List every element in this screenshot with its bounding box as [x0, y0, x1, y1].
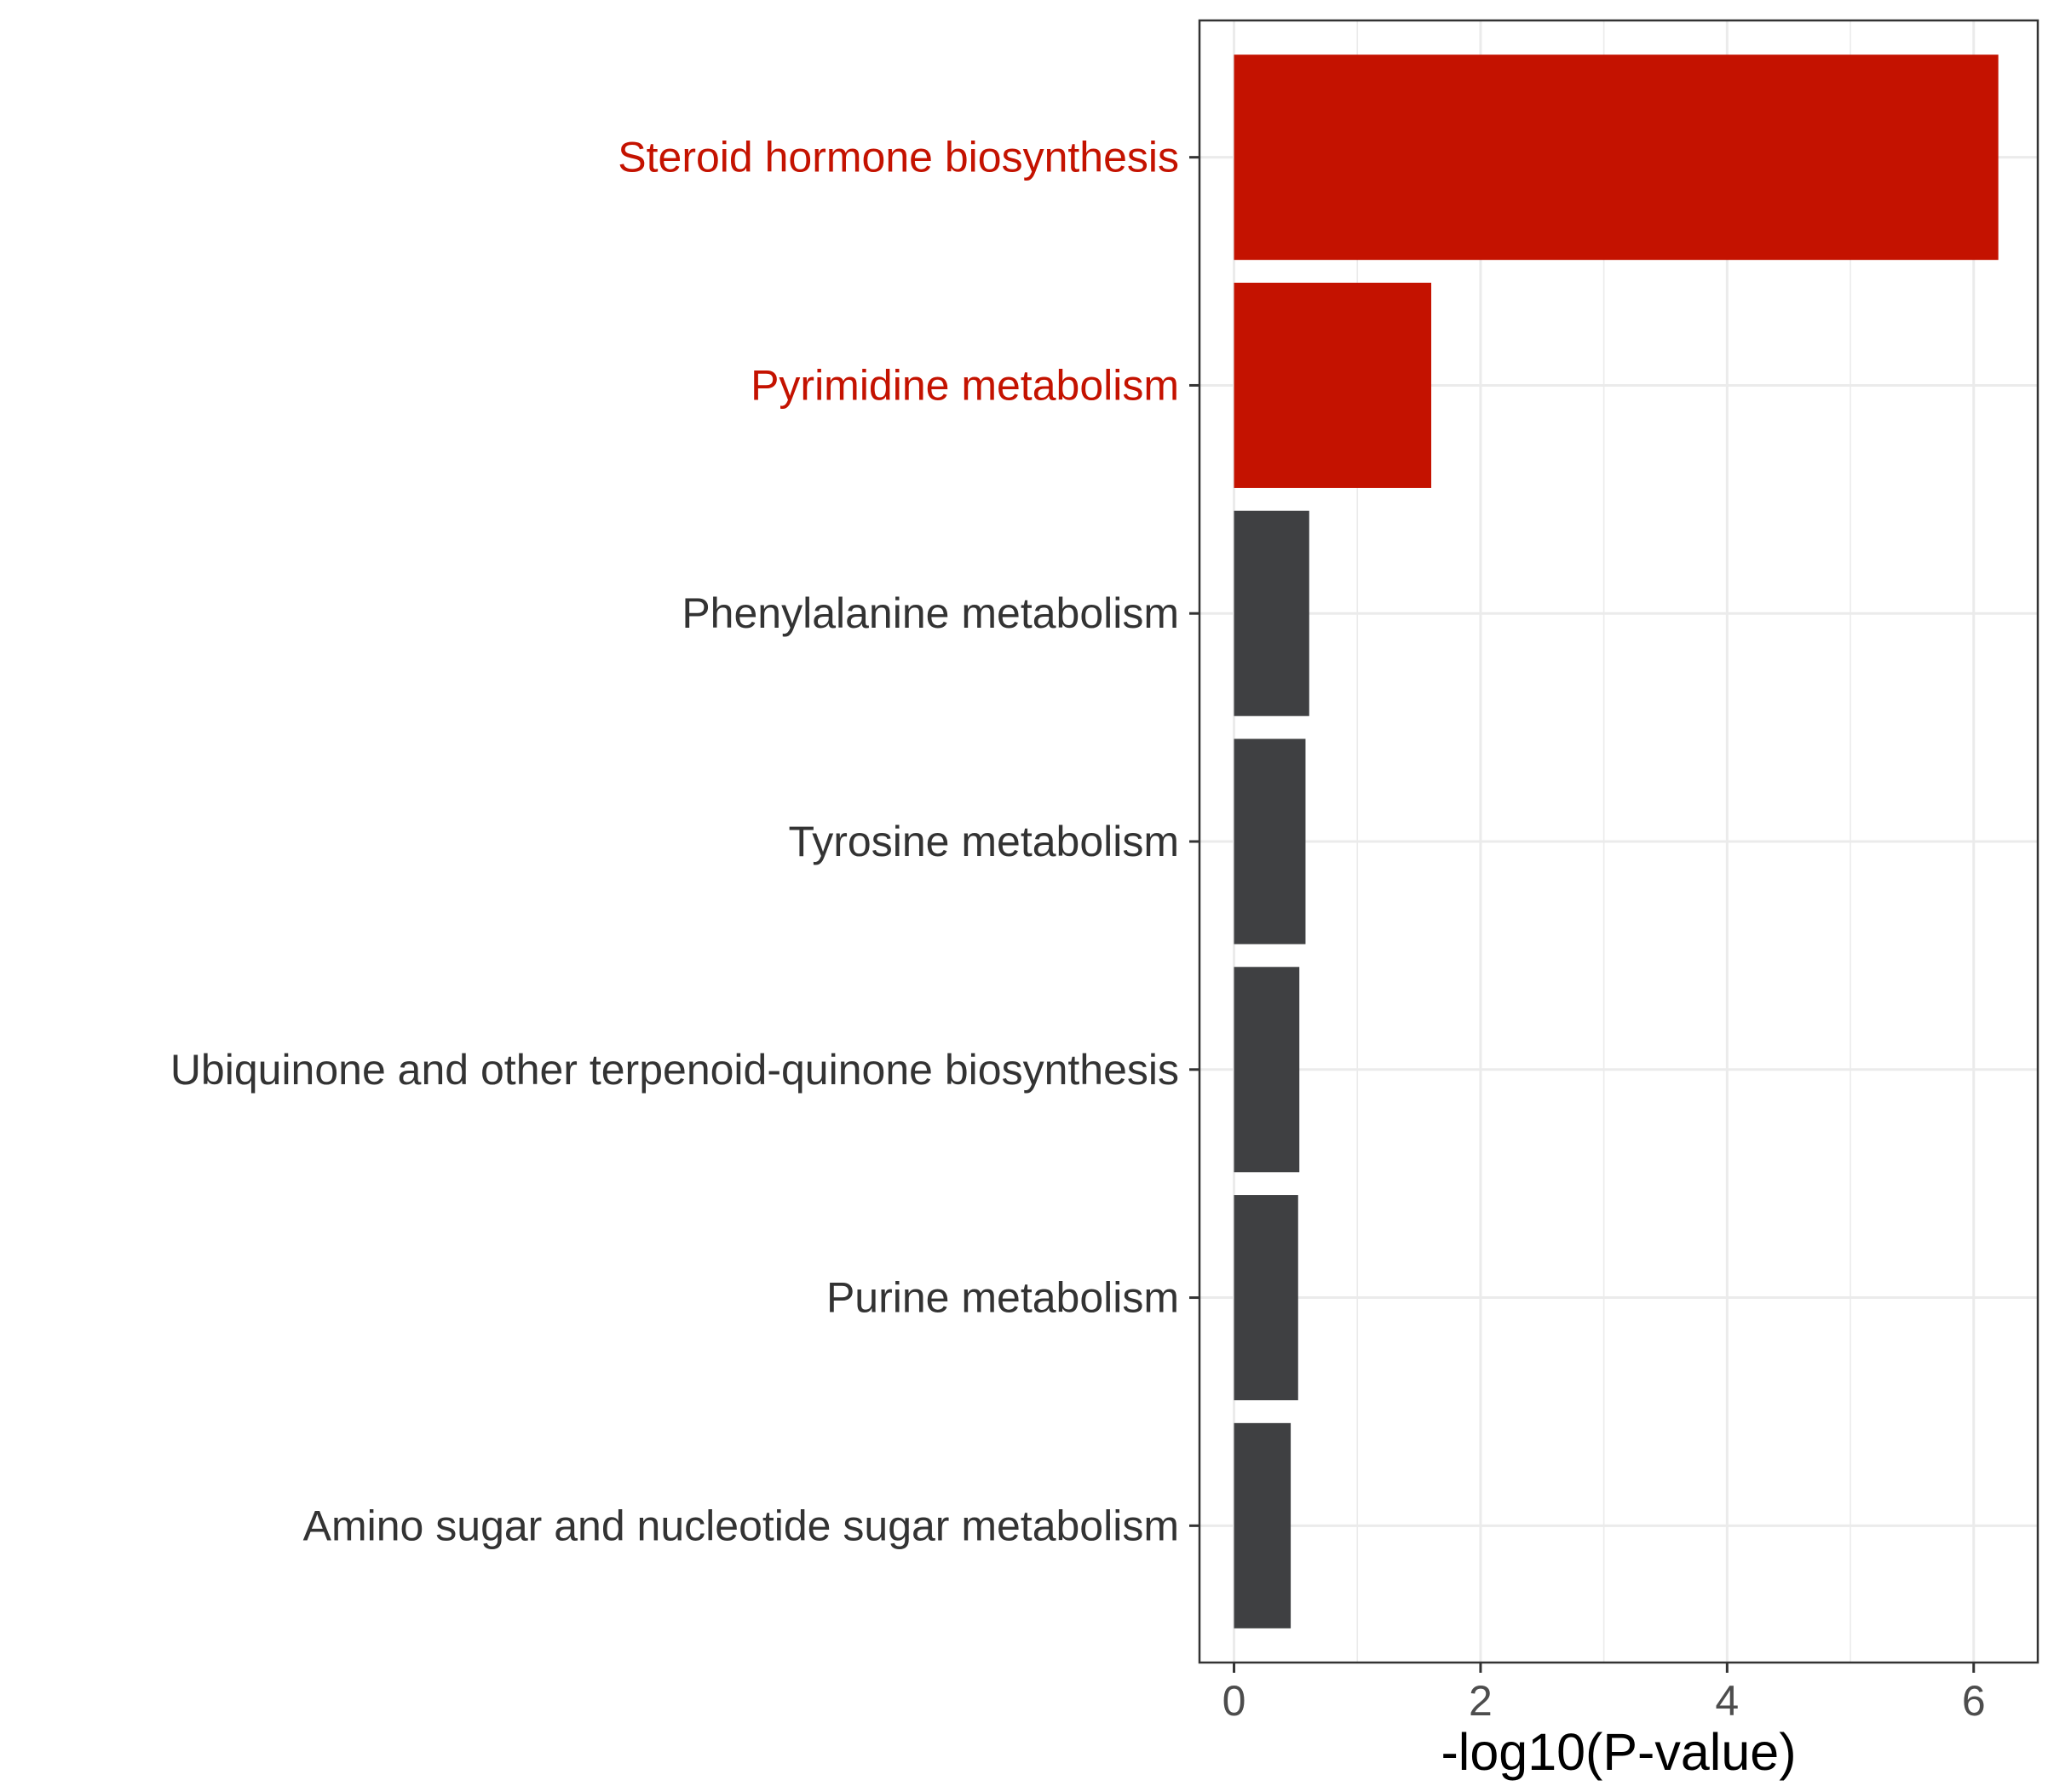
bar [1234, 738, 1306, 945]
bar [1234, 510, 1309, 716]
x-tick-label: 4 [1715, 1677, 1739, 1725]
y-tick-label: Steroid hormone biosynthesis [618, 134, 1179, 181]
x-axis: 0 2 4 6 [1222, 1663, 1986, 1725]
bar [1234, 967, 1300, 1173]
gridlines [1199, 20, 2038, 1663]
y-tick-label: Purine metabolism [826, 1274, 1179, 1322]
x-tick-label: 6 [1962, 1677, 1986, 1725]
y-axis: Steroid hormone biosynthesis Pyrimidine m… [170, 134, 1199, 1549]
y-tick-label: Ubiquinone and other terpenoid-quinone b… [170, 1046, 1179, 1094]
x-axis-title: -log10(P-value) [1441, 1723, 1796, 1781]
bar [1234, 282, 1432, 488]
y-tick-label: Phenylalanine metabolism [682, 589, 1179, 637]
x-tick-label: 2 [1469, 1677, 1493, 1725]
bar [1234, 1422, 1292, 1628]
bar [1234, 1195, 1298, 1401]
y-tick-label: Amino sugar and nucleotide sugar metabol… [303, 1502, 1179, 1549]
x-tick-label: 0 [1222, 1677, 1246, 1725]
y-tick-label: Tyrosine metabolism [789, 818, 1180, 865]
bar [1234, 55, 1999, 261]
y-tick-label: Pyrimidine metabolism [751, 361, 1179, 409]
bars [1234, 55, 1999, 1628]
